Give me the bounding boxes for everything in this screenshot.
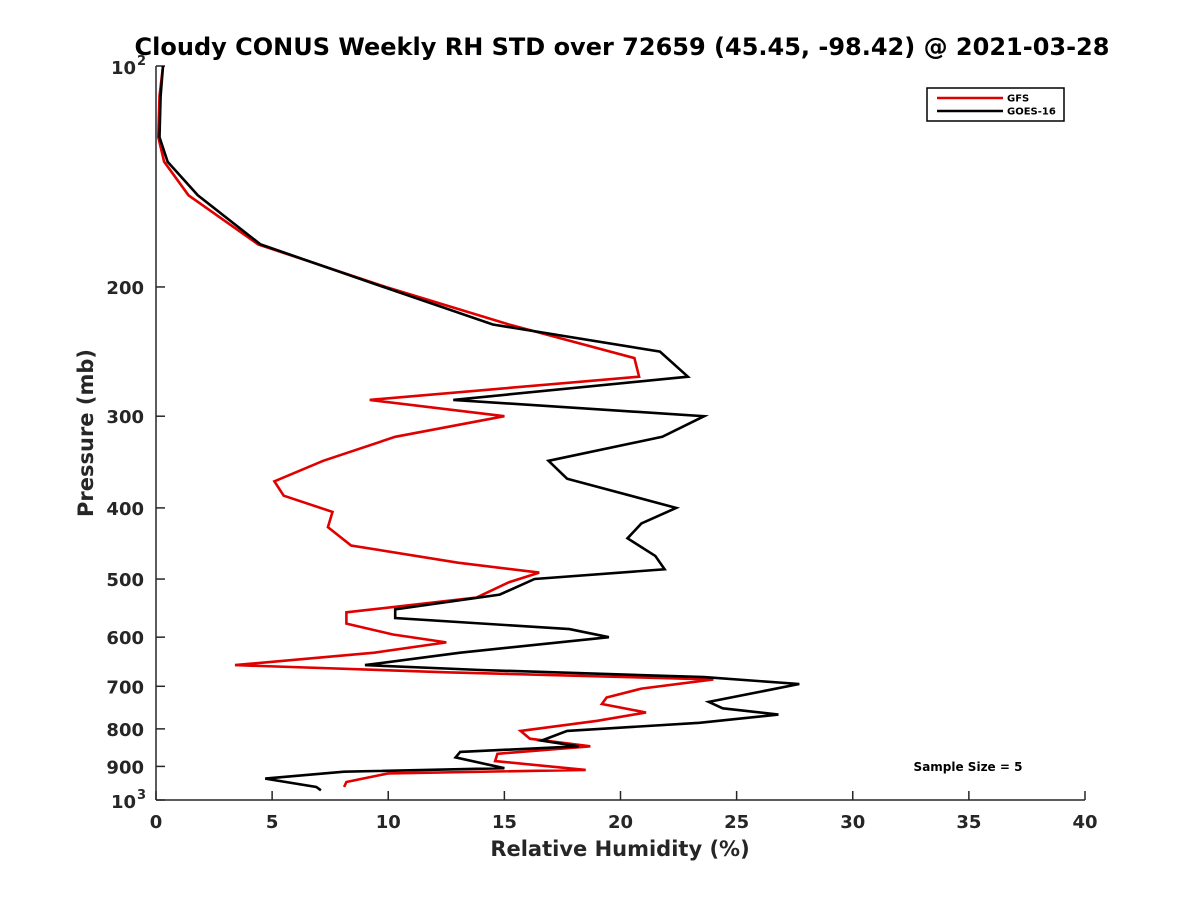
series-layer [156,65,800,792]
y-tick-label: 400 [106,499,144,520]
y-tick-label: 300 [106,407,144,428]
legend-label: GOES-16 [1007,107,1056,118]
y-axis-label: Pressure (mb) [74,349,98,517]
y-tick-label: 700 [106,677,144,698]
y-tick-label: 10 [111,792,136,813]
x-tick-label: 35 [956,812,981,833]
x-tick-label: 0 [150,812,163,833]
y-tick-label: 200 [106,278,144,299]
y-tick-exponent: 3 [137,788,146,803]
x-axis: 0 5 10 15 20 25 30 35 40 [150,791,1098,833]
y-tick-exponent: 2 [137,54,146,69]
x-tick-label: 40 [1072,812,1097,833]
sample-size-annotation: Sample Size = 5 [914,760,1023,774]
y-tick-label: 800 [106,720,144,741]
y-tick-label: 900 [106,757,144,778]
legend: GFS GOES-16 [926,87,1065,122]
legend-label: GFS [1007,94,1029,105]
series-line-goes-16 [158,65,800,792]
y-tick-label: 600 [106,628,144,649]
x-tick-label: 30 [840,812,865,833]
legend-box [926,87,1065,122]
y-tick-label: 500 [106,570,144,591]
x-axis-label: Relative Humidity (%) [490,837,749,861]
y-tick-label: 10 [111,58,136,79]
chart-title: Cloudy CONUS Weekly RH STD over 72659 (4… [135,33,1110,61]
x-tick-label: 5 [266,812,279,833]
x-tick-label: 15 [492,812,517,833]
x-tick-label: 10 [376,812,401,833]
x-tick-label: 25 [724,812,749,833]
x-tick-label: 20 [608,812,633,833]
